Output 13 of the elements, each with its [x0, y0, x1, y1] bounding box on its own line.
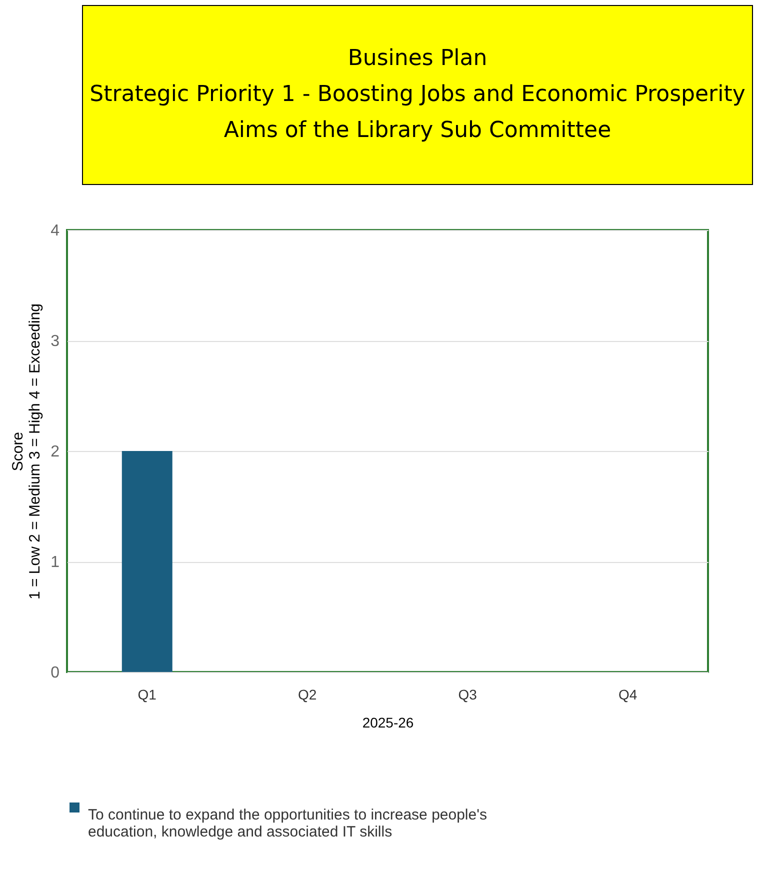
y-tick-label: 2	[50, 444, 60, 460]
y-tick-label: 3	[50, 333, 60, 350]
x-tick-label: Q4	[618, 686, 638, 702]
legend-label: To continue to expand the opportunities to increase people's education, knowledge and associated IT skills	[88, 806, 487, 840]
x-tick-label: Q3	[458, 686, 478, 702]
y-tick-label: 1	[50, 554, 60, 571]
y-tick-label: 0	[50, 664, 60, 682]
chart-title: Busines Plan Strategic Priority 1 - Boosting Jobs and Economic Prosperity Aims of the Library Sub Committee	[82, 5, 753, 185]
x-tick-label: Q2	[298, 686, 317, 702]
x-axis-title: 2025-26	[362, 714, 414, 730]
x-tick-label: Q1	[138, 686, 157, 702]
y-tick-label: 4	[50, 222, 60, 240]
y-axis-title: Score 1 = Low 2 = Medium 3 = High 4 = Exceeding	[10, 303, 44, 600]
